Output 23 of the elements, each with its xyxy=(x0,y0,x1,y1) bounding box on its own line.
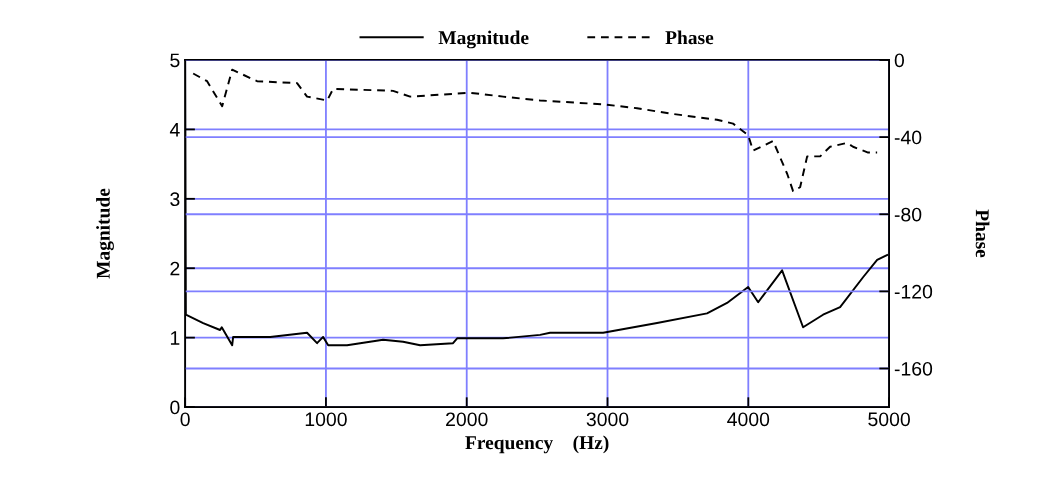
y2-tick-label: -40 xyxy=(894,130,922,145)
x-axis-title: Frequency (Hz) xyxy=(465,435,609,454)
x-tick-label: 2000 xyxy=(446,412,488,427)
x-tick-label: 3000 xyxy=(586,412,629,427)
legend-label: Phase xyxy=(665,30,714,45)
y-tick-label: 1 xyxy=(170,331,180,345)
y2-tick-label: -160 xyxy=(894,361,933,376)
x-tick-label: 4000 xyxy=(727,412,770,427)
y-tick-label: 4 xyxy=(169,123,180,137)
x-tick-label: 5000 xyxy=(868,412,910,427)
y-tick-label: 3 xyxy=(170,192,180,207)
x-tick-label: 1000 xyxy=(305,412,347,427)
y2-tick-label: 0 xyxy=(894,53,905,68)
y-axis-title: Magnitude xyxy=(96,188,114,279)
y2-tick-label: -120 xyxy=(894,284,933,299)
y2-axis-title: Phase xyxy=(975,209,990,258)
y2-tick-label: -80 xyxy=(894,207,922,222)
y-tick-label: 0 xyxy=(170,400,180,415)
y-tick-label: 5 xyxy=(170,53,180,68)
legend-label: Magnitude xyxy=(438,30,529,49)
x-tick-label: 0 xyxy=(180,412,190,427)
y-tick-label: 2 xyxy=(170,261,180,276)
line-series xyxy=(192,68,879,193)
